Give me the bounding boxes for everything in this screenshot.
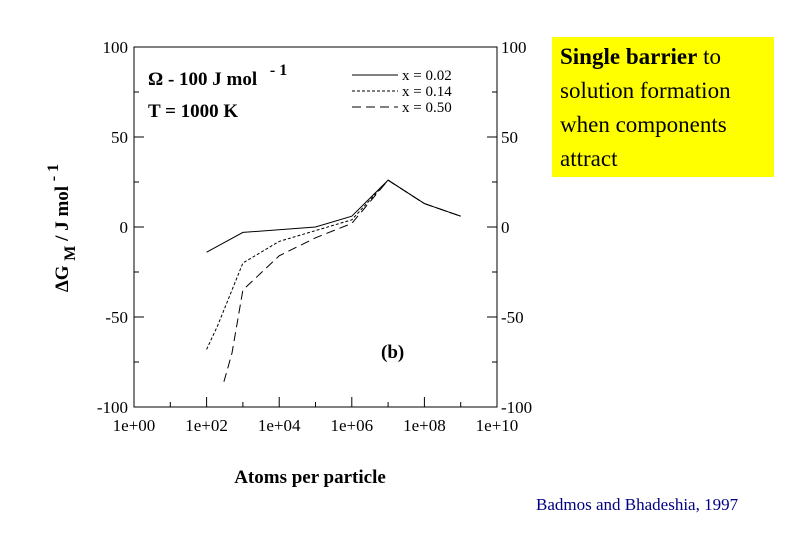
panel-label: (b): [381, 342, 404, 363]
citation: Badmos and Bhadeshia, 1997: [536, 495, 739, 514]
x-tick-label: 1e+10: [476, 416, 519, 435]
series-lines: [206, 179, 461, 382]
axis-ticks: [133, 46, 498, 408]
legend-label-3: x = 0.50: [402, 100, 452, 116]
series-line-3: [223, 179, 461, 382]
y-tick-label-left: -50: [105, 308, 128, 327]
series-line-2: [206, 179, 461, 350]
x-tick-label: 1e+00: [113, 416, 156, 435]
legend-label-2: x = 0.14: [402, 84, 452, 100]
callout-bold: Single barrier: [560, 44, 698, 69]
legend: x = 0.02x = 0.14x = 0.50: [352, 68, 452, 116]
y-tick-label-left: 100: [103, 38, 129, 57]
y-axis-label-sup: - 1: [45, 164, 62, 181]
y-tick-label-right: 50: [501, 128, 518, 147]
x-tick-label: 1e+08: [403, 416, 446, 435]
x-tick-label: 1e+04: [258, 416, 301, 435]
y-tick-label-right: 0: [501, 218, 510, 237]
y-tick-label-right: 100: [501, 38, 527, 57]
annotation-omega: Ω - 100 J mol - 1: [148, 62, 287, 90]
series-line-1: [206, 179, 461, 253]
x-tick-label: 1e+02: [185, 416, 228, 435]
y-axis-label-main: ΔG: [52, 265, 73, 292]
annotation-omega-sup: - 1: [270, 62, 287, 79]
x-tick-label: 1e+06: [330, 416, 373, 435]
y-tick-label-left: -100: [97, 398, 128, 417]
callout-rest: to solution formation when components at…: [560, 44, 731, 171]
y-tick-label-right: -100: [501, 398, 532, 417]
y-tick-label-right: -50: [501, 308, 524, 327]
y-axis-label-sub: M: [62, 246, 79, 261]
legend-label-1: x = 0.02: [402, 68, 452, 84]
y-tick-label-left: 0: [120, 218, 129, 237]
x-axis-label: Atoms per particle: [234, 467, 386, 488]
y-axis-label-unit: / J mol: [52, 186, 73, 242]
annotation-temp: T = 1000 K: [148, 101, 238, 122]
callout-box: Single barrier to solution formation whe…: [552, 37, 774, 177]
y-tick-label-left: 50: [111, 128, 128, 147]
y-axis-label: ΔG M / J mol - 1: [45, 164, 80, 292]
